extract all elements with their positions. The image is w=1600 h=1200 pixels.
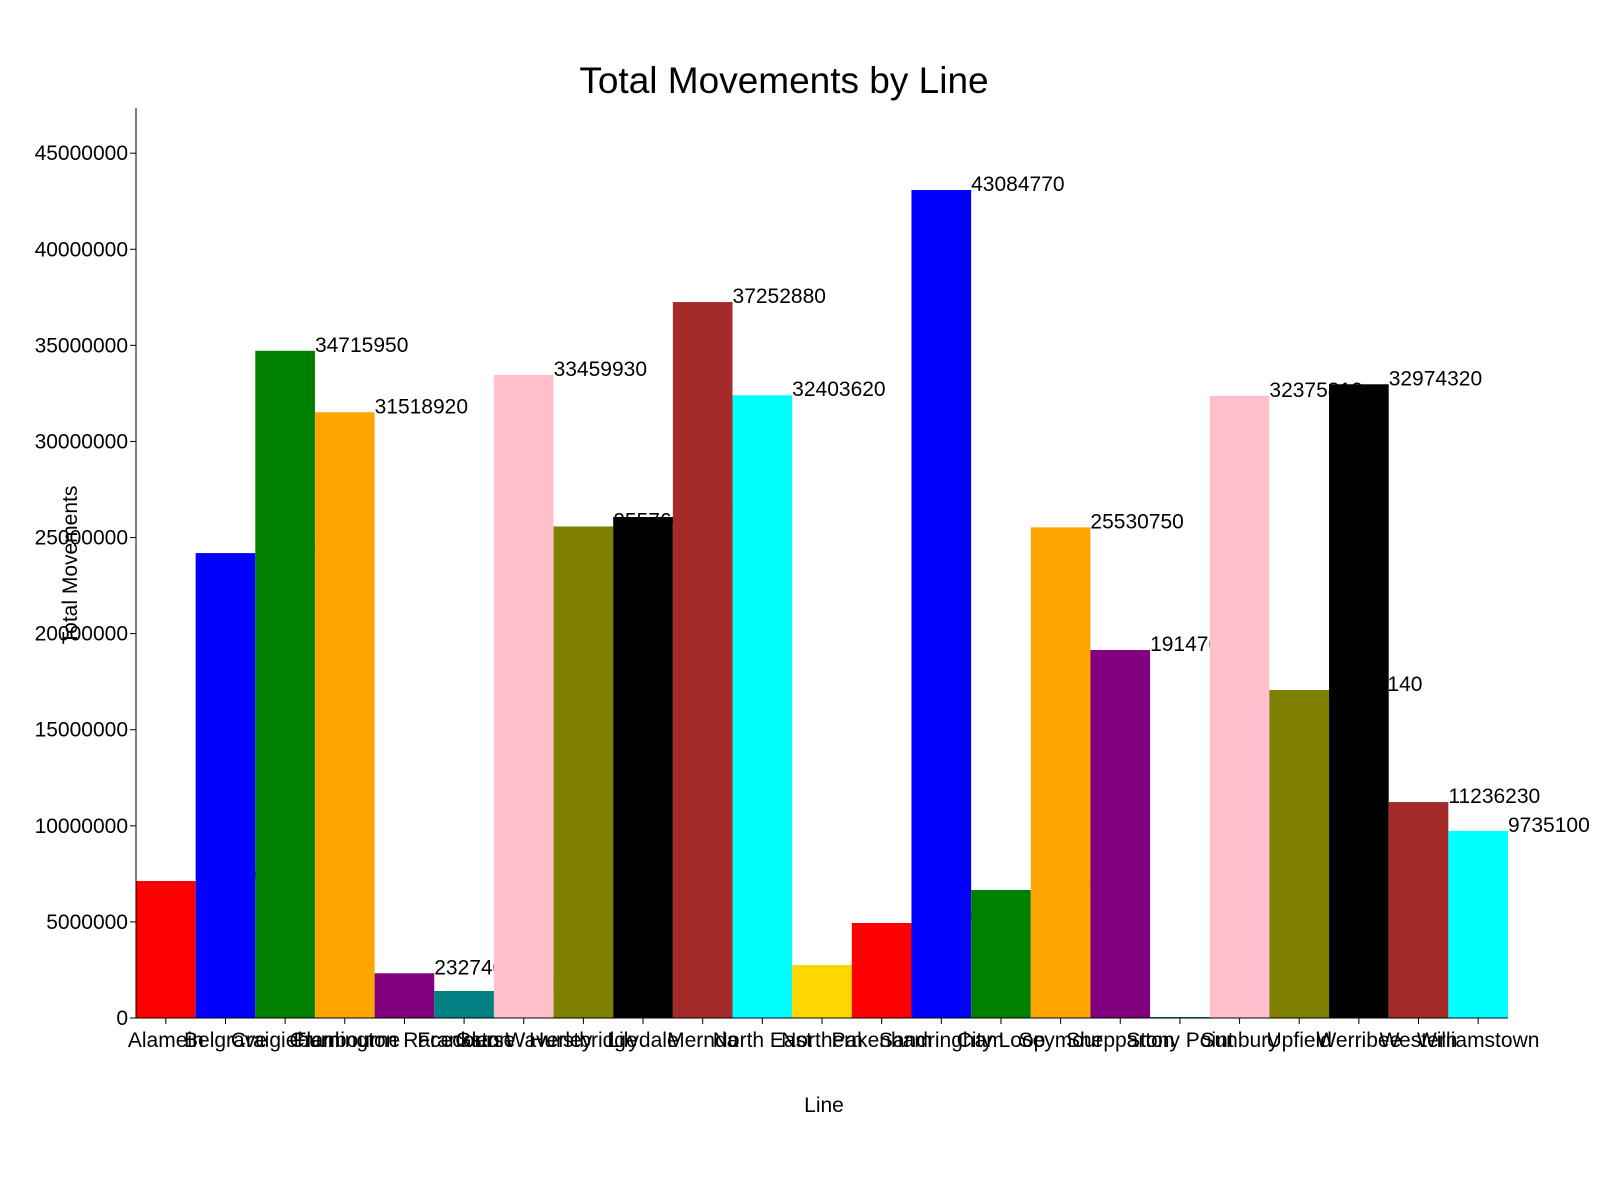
x-tick-label: City Loop	[957, 1029, 1046, 1052]
x-tick-label: Cranbourne	[289, 1029, 400, 1052]
x-tick-label: Glen Waverley	[455, 1029, 592, 1052]
x-tick-label: Flemington Racecourse	[294, 1029, 516, 1052]
bar	[971, 890, 1031, 1018]
value-label: 9735100	[1508, 814, 1590, 837]
value-label: 25530750	[1090, 510, 1183, 533]
bar	[792, 964, 852, 1018]
x-tick-label: Williamstown	[1417, 1029, 1540, 1052]
x-tick-label: Alamein	[128, 1029, 204, 1052]
y-tick-label: 10000000	[35, 815, 128, 838]
bar	[493, 374, 554, 1018]
bar	[1090, 650, 1151, 1018]
x-tick-label: Hurstbridge	[529, 1029, 638, 1052]
bar	[195, 553, 256, 1018]
bar	[1329, 384, 1389, 1018]
y-tick-label: 25000000	[35, 527, 128, 550]
value-label: 34715950	[315, 334, 408, 357]
bar	[732, 395, 793, 1018]
bar	[136, 881, 196, 1018]
bar	[314, 412, 375, 1018]
value-label: 33459930	[554, 358, 647, 381]
y-tick-label: 0	[116, 1007, 128, 1030]
x-tick-label: Northern	[781, 1029, 863, 1052]
y-tick-label: 40000000	[35, 238, 128, 261]
bar	[374, 973, 435, 1018]
value-label: 37252880	[733, 285, 826, 308]
x-tick-label: Sunbury	[1200, 1029, 1279, 1052]
chart-title: Total Movements by Line	[579, 60, 988, 101]
value-label: 32403620	[792, 378, 885, 401]
value-label: 11236230	[1448, 785, 1540, 808]
y-axis-label: Total Movements	[59, 486, 82, 645]
x-tick-label: Western	[1380, 1029, 1458, 1052]
bar	[1448, 830, 1508, 1018]
bar	[255, 350, 315, 1018]
value-label: 31518920	[375, 395, 468, 418]
value-label: 32974320	[1389, 367, 1482, 390]
x-tick-label: Mernda	[667, 1029, 739, 1052]
x-tick-label: Sandringham	[879, 1029, 1004, 1052]
bar	[1269, 689, 1330, 1018]
y-tick-label: 5000000	[46, 911, 128, 934]
x-tick-label: Stony Point	[1126, 1029, 1234, 1052]
y-tick-label: 20000000	[35, 623, 128, 646]
bar	[613, 516, 673, 1018]
x-tick-label: Craigieburn	[231, 1029, 340, 1052]
bar	[1030, 527, 1091, 1018]
bar	[1209, 395, 1270, 1019]
x-tick-label: Shepparton	[1066, 1029, 1175, 1052]
y-tick-label: 45000000	[35, 142, 128, 165]
x-tick-label: Upfield	[1267, 1029, 1332, 1052]
x-tick-label: Seymour	[1019, 1029, 1103, 1052]
x-axis-label: Line	[804, 1094, 844, 1117]
y-tick-label: 35000000	[35, 334, 128, 357]
x-tick-label: North East	[713, 1029, 812, 1052]
bar	[434, 990, 494, 1018]
x-tick-label: Lilydale	[607, 1029, 678, 1052]
bar	[851, 923, 912, 1018]
bar	[672, 302, 733, 1018]
bar	[911, 189, 972, 1018]
y-tick-label: 15000000	[35, 719, 128, 742]
value-label: 43084770	[971, 173, 1064, 196]
x-tick-label: Werribee	[1316, 1029, 1401, 1052]
x-tick-label: Frankston	[417, 1029, 510, 1052]
bar	[553, 526, 614, 1018]
y-tick-label: 30000000	[35, 430, 128, 453]
bar	[1388, 802, 1449, 1018]
x-tick-label: Pakenham	[831, 1029, 931, 1052]
x-tick-label: Belgrave	[184, 1029, 267, 1052]
